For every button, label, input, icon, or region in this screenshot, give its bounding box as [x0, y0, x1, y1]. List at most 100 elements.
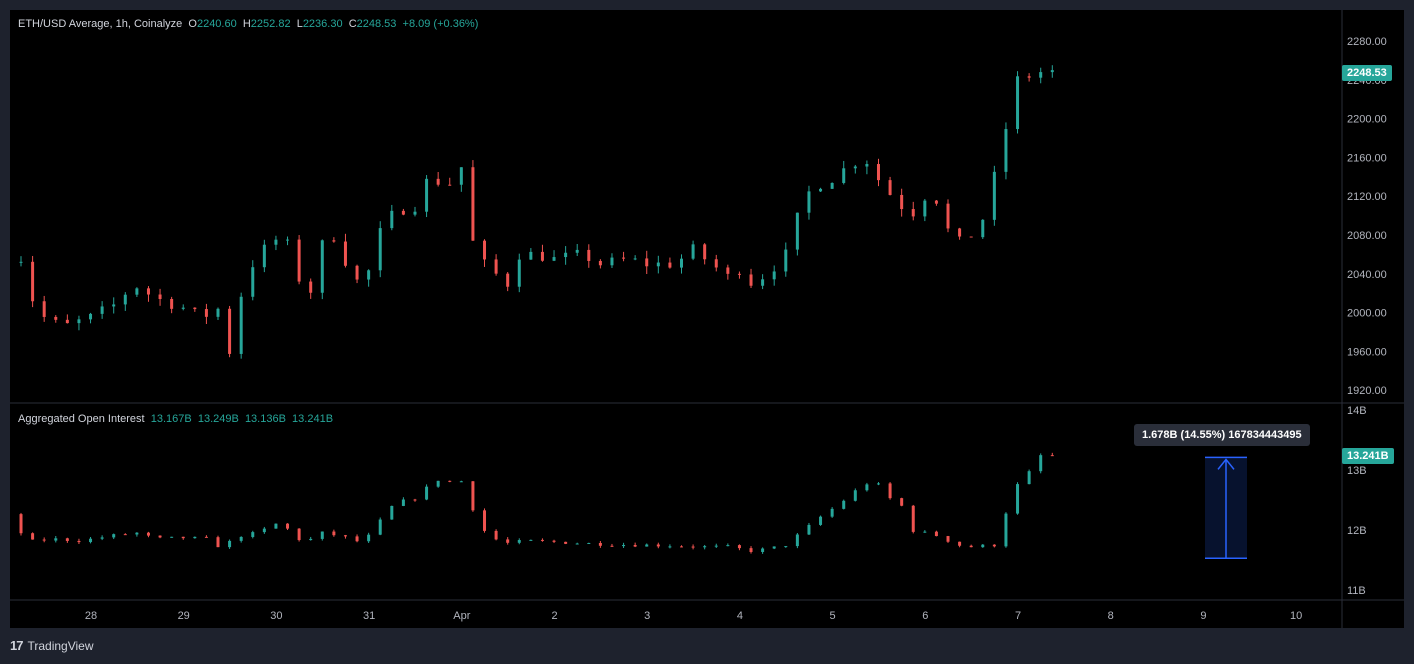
- price-candle: [795, 212, 799, 250]
- price-candle: [355, 265, 359, 280]
- price-candle: [42, 301, 46, 317]
- chart-canvas[interactable]: 28293031Apr23456789102280.002240.002200.…: [10, 10, 1404, 628]
- price-candle: [239, 296, 243, 354]
- price-candle: [900, 194, 904, 210]
- oi-candle: [494, 530, 498, 540]
- oi-value-2: 13.249B: [197, 413, 239, 425]
- price-candle: [714, 259, 718, 268]
- oi-candle: [1016, 484, 1020, 514]
- oi-tick-label: 13B: [1347, 465, 1367, 477]
- price-candle: [911, 209, 915, 217]
- price-candle: [89, 313, 93, 320]
- oi-candle: [448, 480, 452, 482]
- x-tick-label: 9: [1200, 610, 1206, 622]
- price-candle: [228, 308, 232, 354]
- oi-candle: [610, 545, 614, 547]
- oi-candle: [274, 523, 278, 529]
- oi-candle: [239, 536, 243, 541]
- oi-candle: [714, 545, 718, 547]
- x-tick-label: 29: [178, 610, 190, 622]
- price-candle: [31, 261, 35, 302]
- oi-candle: [761, 548, 765, 552]
- price-candle: [784, 249, 788, 272]
- oi-candle: [286, 523, 290, 529]
- price-candle: [517, 259, 521, 287]
- oi-candle: [42, 539, 46, 541]
- oi-candle: [31, 533, 35, 540]
- price-candle: [923, 200, 927, 217]
- price-candle: [679, 258, 683, 268]
- price-tick-label: 2040.00: [1347, 269, 1387, 281]
- price-candle: [1050, 70, 1054, 73]
- oi-candle: [900, 498, 904, 506]
- price-candle: [436, 178, 440, 185]
- price-candle: [309, 281, 313, 293]
- price-candle: [540, 251, 544, 261]
- chart-frame[interactable]: 28293031Apr23456789102280.002240.002200.…: [10, 10, 1404, 628]
- axes: 28293031Apr23456789102280.002240.002200.…: [85, 36, 1387, 622]
- x-tick-label: 7: [1015, 610, 1021, 622]
- price-candle: [749, 274, 753, 286]
- close-label: C: [348, 18, 357, 30]
- x-tick-label: 10: [1290, 610, 1302, 622]
- x-tick-label: 6: [922, 610, 928, 622]
- price-candle: [251, 267, 255, 297]
- price-tick-label: 1960.00: [1347, 346, 1387, 358]
- open-value: 2240.60: [196, 18, 237, 30]
- oi-candle: [842, 500, 846, 509]
- price-candle: [703, 244, 707, 260]
- oi-candle: [228, 540, 232, 548]
- price-candle: [552, 257, 556, 261]
- oi-candle: [483, 510, 487, 531]
- tradingview-logo[interactable]: 17 TradingView: [10, 638, 94, 653]
- price-candle: [656, 262, 660, 267]
- high-value: 2252.82: [250, 18, 291, 30]
- price-candle: [123, 294, 127, 305]
- price-candle: [158, 294, 162, 299]
- price-candle: [633, 258, 637, 260]
- oi-candle: [309, 538, 313, 541]
- oi-candle: [911, 505, 915, 532]
- price-candle: [888, 180, 892, 195]
- oi-title: Aggregated Open Interest: [18, 413, 145, 425]
- oi-candle: [158, 535, 162, 538]
- price-candle: [992, 171, 996, 220]
- oi-candle: [401, 499, 405, 506]
- price-candle: [598, 260, 602, 266]
- x-tick-label: Apr: [453, 610, 470, 622]
- oi-candle: [425, 486, 429, 500]
- price-candle: [100, 306, 104, 314]
- oi-candle: [958, 541, 962, 546]
- price-candle: [819, 188, 823, 192]
- price-candle: [865, 164, 869, 167]
- price-candle: [54, 316, 58, 320]
- measure-label: 1.678B (14.55%) 167834443495: [1134, 424, 1310, 446]
- price-candle: [958, 228, 962, 237]
- oi-candle: [992, 544, 996, 547]
- oi-candle: [1027, 471, 1031, 485]
- oi-candle: [146, 532, 150, 536]
- oi-candle: [622, 544, 626, 547]
- oi-candle: [251, 532, 255, 537]
- tradingview-brand-name: TradingView: [27, 638, 94, 653]
- price-candle: [1039, 72, 1043, 78]
- price-candle: [343, 241, 347, 266]
- price-candle: [413, 211, 417, 215]
- price-candle: [459, 167, 463, 185]
- price-candle: [1027, 76, 1031, 78]
- oi-candle: [923, 531, 927, 533]
- oi-candle: [969, 545, 973, 548]
- oi-candle: [77, 540, 81, 543]
- oi-candle: [575, 543, 579, 545]
- oi-candle: [89, 538, 93, 543]
- oi-candle: [668, 546, 672, 548]
- price-candle: [575, 249, 579, 253]
- price-tick-label: 2160.00: [1347, 152, 1387, 164]
- price-candle: [645, 258, 649, 267]
- oi-candle: [876, 483, 880, 485]
- price-candle: [390, 210, 394, 229]
- oi-candle: [703, 546, 707, 548]
- oi-candle: [54, 538, 58, 541]
- oi-candle: [981, 544, 985, 548]
- oi-candle: [865, 484, 869, 491]
